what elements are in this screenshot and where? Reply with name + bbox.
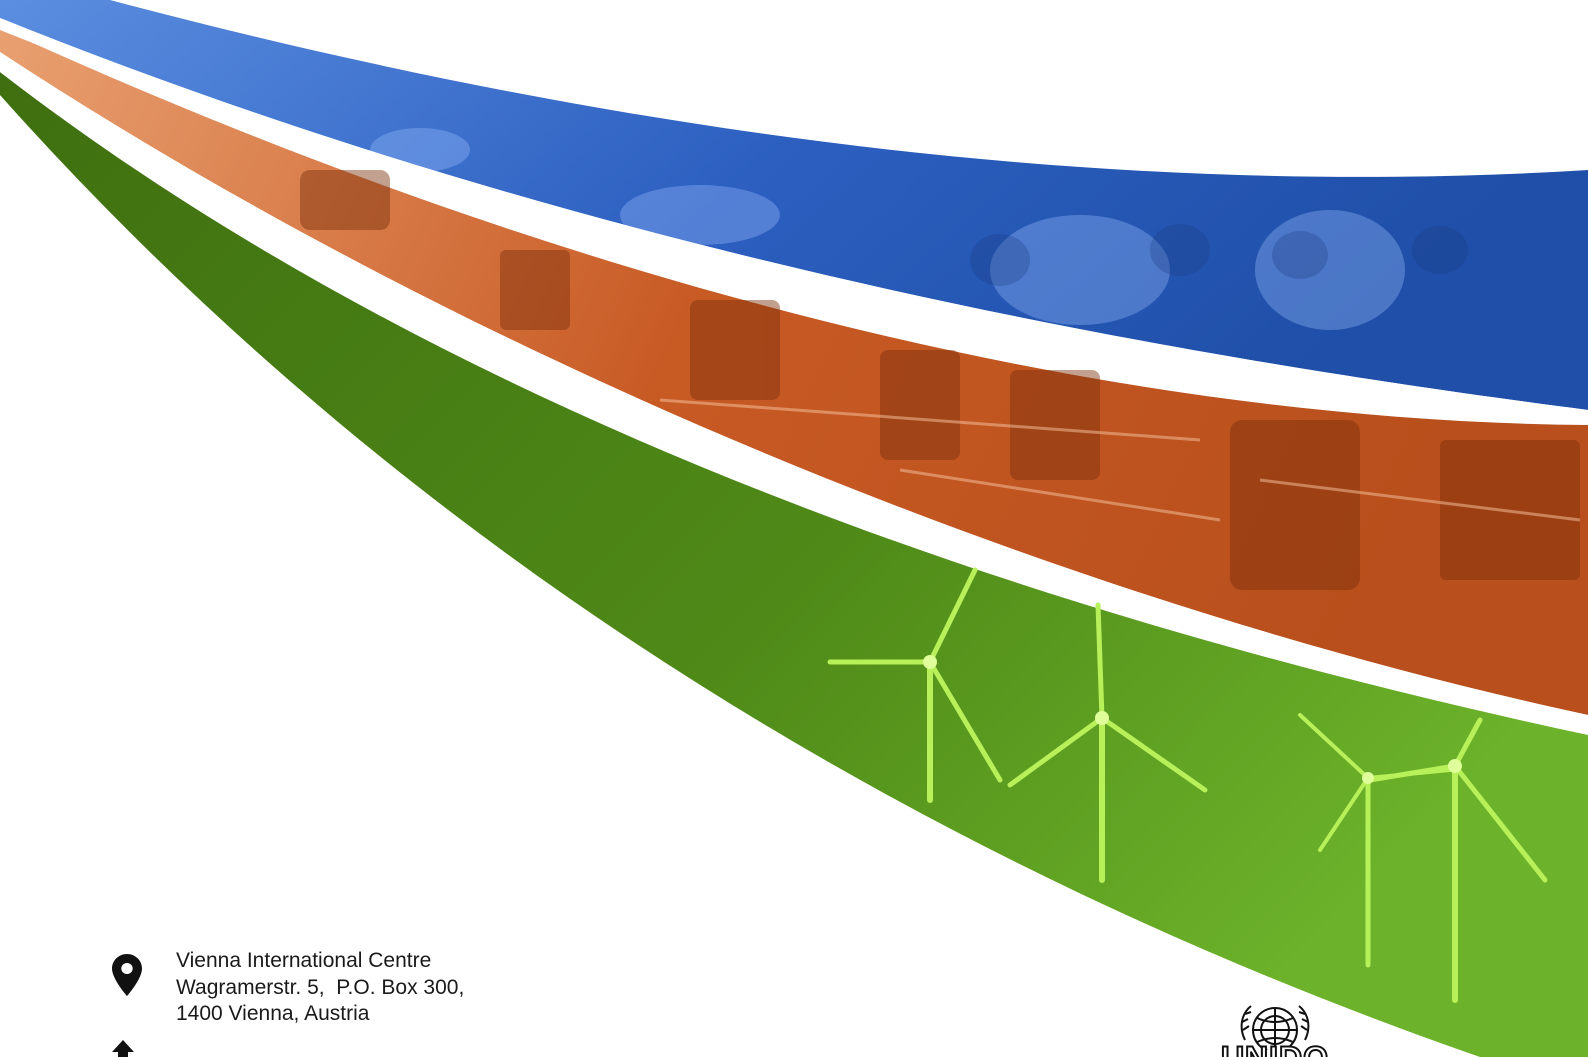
green-photo-band: [0, 72, 1588, 1057]
address-text: Vienna International Centre Wagramerstr.…: [176, 948, 464, 1028]
address-line-2: Wagramerstr. 5, P.O. Box 300,: [176, 975, 465, 999]
contact-address-block: Vienna International Centre Wagramerstr.…: [112, 948, 532, 1038]
map-pin-icon: [112, 954, 142, 996]
orange-photo-band: [0, 28, 1588, 715]
un-emblem-icon: [1240, 1005, 1310, 1050]
pin-icon: [112, 1040, 134, 1057]
blue-photo-band: [0, 0, 1588, 410]
address-line-3: 1400 Vienna, Austria: [176, 1002, 370, 1025]
unido-wordmark: UNIDO: [1205, 1039, 1345, 1057]
address-line-1: Vienna International Centre: [176, 949, 432, 972]
unido-logo: UNIDO: [1205, 1000, 1345, 1057]
